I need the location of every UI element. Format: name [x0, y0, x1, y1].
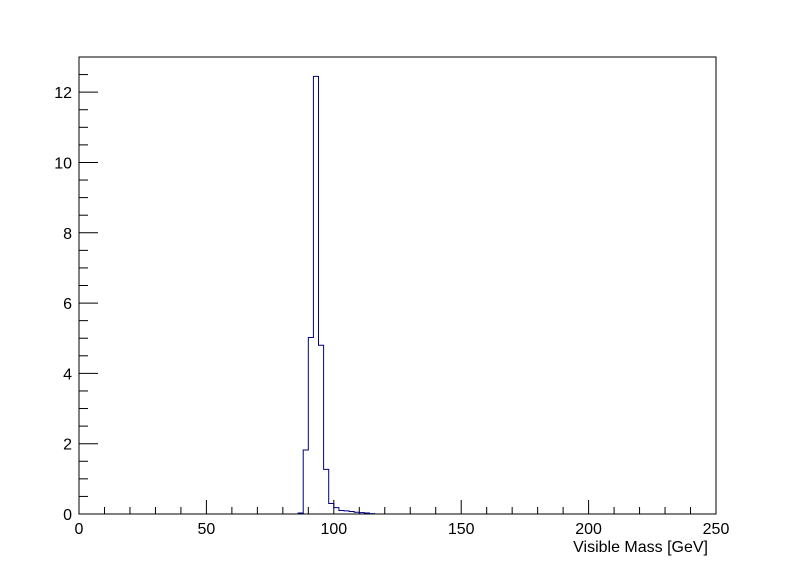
x-tick-label: 50 [198, 521, 216, 538]
y-tick-label: 8 [63, 226, 72, 243]
x-axis-ticks [78, 500, 717, 514]
y-tick-label: 6 [63, 296, 72, 313]
histogram-bin [344, 511, 349, 514]
frame [78, 56, 717, 515]
x-tick-label: 0 [75, 521, 84, 538]
histogram-bin [303, 450, 308, 514]
y-tick-label: 4 [63, 366, 72, 383]
histogram-bin [354, 512, 359, 514]
y-tick-label: 2 [63, 437, 72, 454]
histogram-line [297, 75, 376, 515]
histogram-bin [313, 76, 318, 514]
histogram-bin [359, 513, 364, 514]
x-axis-tick-labels: 0 50 100 150 200 250 [75, 521, 730, 538]
histogram-bin [334, 508, 339, 514]
histogram-bin [364, 513, 369, 514]
y-tick-label: 0 [63, 507, 72, 524]
histogram-bin [339, 510, 344, 514]
histogram-bin [349, 512, 354, 514]
y-axis-ticks [79, 56, 98, 515]
histogram-bin [324, 469, 329, 514]
x-tick-label: 150 [448, 521, 475, 538]
y-tick-label: 10 [54, 155, 72, 172]
x-axis-title: Visible Mass [GeV] [573, 539, 708, 556]
x-tick-label: 100 [320, 521, 347, 538]
x-tick-label: 200 [575, 521, 602, 538]
y-tick-label: 12 [54, 85, 72, 102]
x-tick-label: 250 [703, 521, 730, 538]
histogram-bins [298, 76, 374, 514]
y-axis-tick-labels: 0 2 4 6 8 10 12 [54, 85, 72, 524]
histogram-bin [329, 503, 334, 514]
histogram-bin [298, 513, 303, 514]
histogram-bin [319, 345, 324, 514]
histogram-bin [308, 338, 313, 514]
